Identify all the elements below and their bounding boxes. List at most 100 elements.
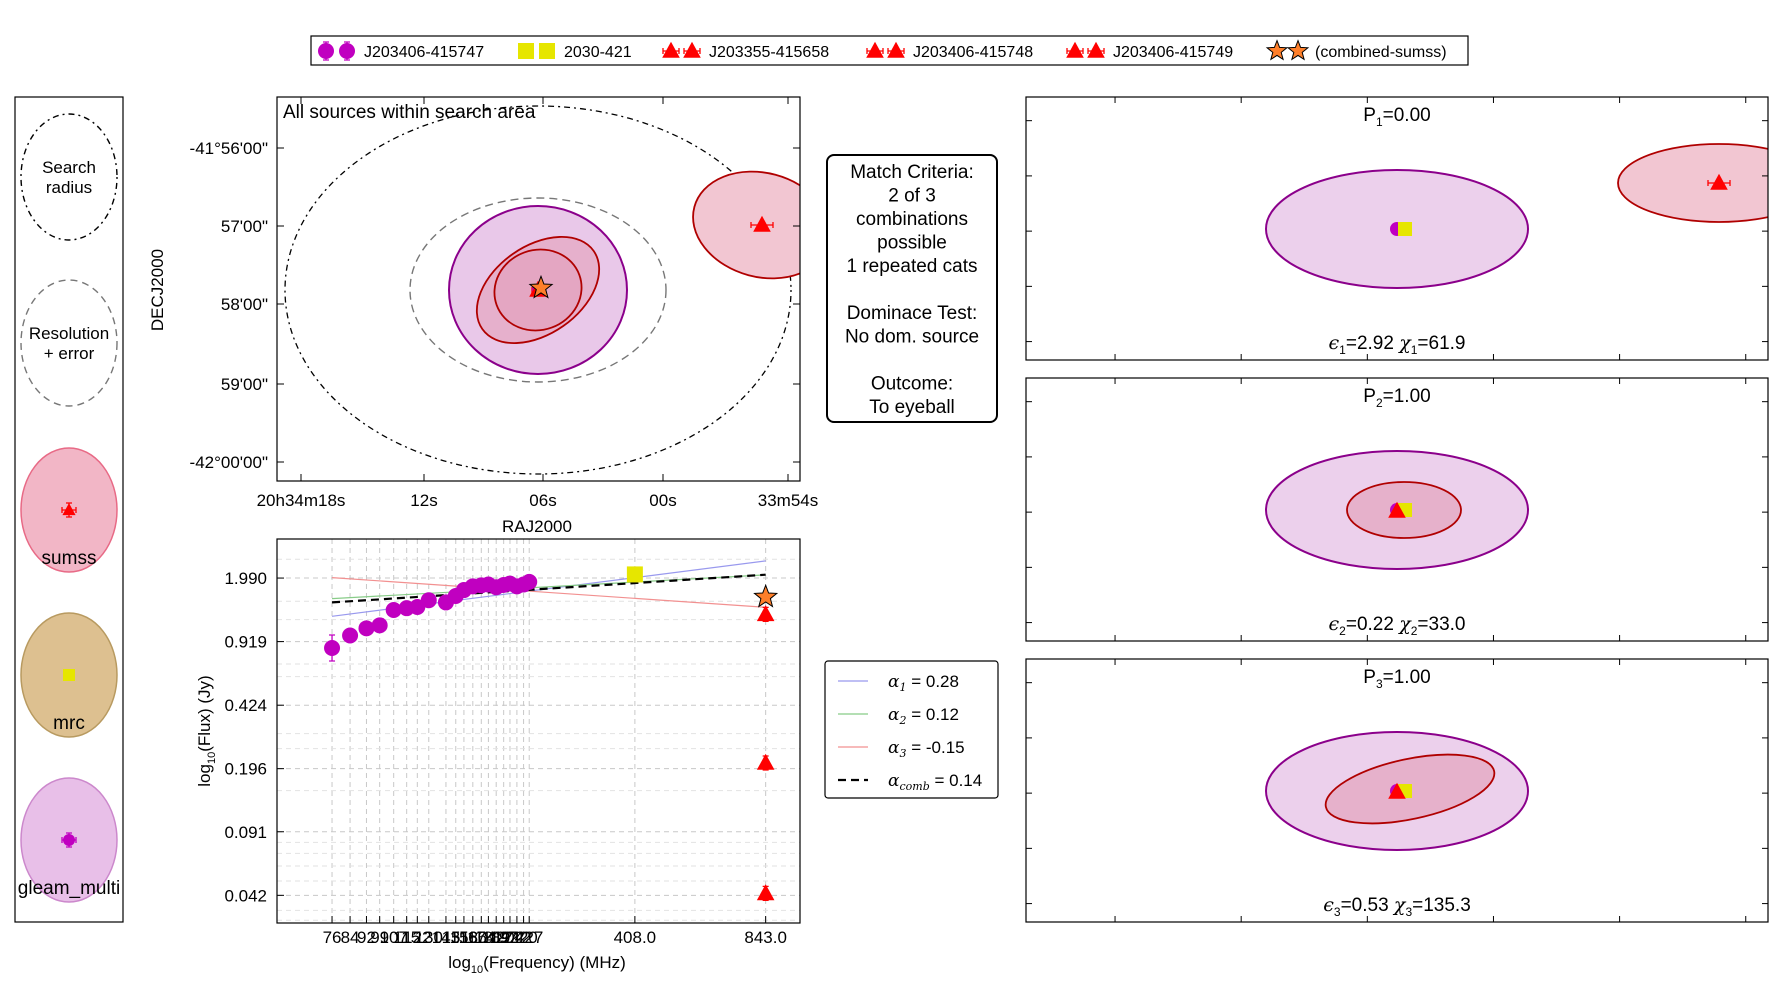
match-box-line [909,280,914,301]
sed-ytick-label: 0.919 [224,633,267,652]
sed-point-square [627,566,643,582]
combo-chi-value: =33.0 [1417,614,1465,635]
match-box-line: Dominace Test: [847,303,978,324]
fit-legend-symbol: α [888,672,900,692]
sed-series-j203355-415658 [757,754,775,770]
sed-series-2030-421 [627,566,643,582]
key-catalog-marker [63,834,75,846]
combination-probability: P1=0.00 [1363,105,1430,129]
sky-ytick-label: -41°56'00" [190,139,268,158]
combination-panel-1: P1=0.00ϵ1=2.92 χ1=61.9 [1026,97,1777,360]
top-legend-label: J203355-415658 [709,44,829,61]
fit-legend-symbol: α [888,705,900,725]
combination-probability: P2=1.00 [1363,386,1430,410]
combo-eps-symbol: ϵ [1329,613,1340,635]
combo-eps-symbol: ϵ [1323,894,1334,916]
sed-ytick-label: 0.424 [224,696,267,715]
match-box-line: To eyeball [869,397,955,418]
top-legend-label: J203406-415747 [364,44,484,61]
combination-stats: ϵ2=0.22 χ2=33.0 [1329,613,1466,638]
combo-eps-symbol: ϵ [1329,332,1340,354]
key-catalog-label: mrc [53,713,85,734]
fit-legend-label: α2 = 0.12 [888,705,959,727]
sky-ytick-label: 58'00" [221,295,268,314]
sed-ytick-label: 0.196 [224,760,267,779]
sed-xtick-label: 408.0 [614,928,657,947]
match-box-line: No dom. source [845,327,979,348]
sed-point-triangle [757,884,775,900]
sed-xtick-label: 76 [323,928,342,947]
key-catalog-label: sumss [42,548,97,569]
sky-xtick-label: 12s [410,491,437,510]
fit-legend-sub: 1 [899,681,906,694]
fit-legend-label: α1 = 0.28 [888,672,959,694]
sed-ylabel-pre: log [195,764,214,787]
sed-point-circle [372,617,388,633]
combo-eps-value: =0.53 [1341,895,1394,916]
sky-xtick-label: 20h34m18s [257,491,346,510]
sed-xlabel-sub: 10 [471,964,483,976]
search-radius-key-label: Search radius [42,158,96,197]
sky-xtick-label: 06s [529,491,556,510]
fit-legend-sub: 3 [899,747,906,760]
key-catalog-sumss: sumss [21,448,117,572]
sed-ytick-label: 0.042 [224,886,267,905]
combo-eps-value: =0.22 [1346,614,1399,635]
sed-point-circle [342,627,358,643]
legend-marker-square [518,43,534,59]
top-legend-label: J203406-415749 [1113,44,1233,61]
sky-xtick-label: 33m54s [758,491,818,510]
sed-plot: 76 84929910711512213014315115816617418118… [195,539,800,976]
match-box-line: Outcome: [871,374,953,395]
combination-stats: ϵ3=0.53 χ3=135.3 [1323,894,1471,919]
sky-ytick-label: 59'00" [221,375,268,394]
sky-ytick-label: -42°00'00" [190,453,268,472]
sed-point-triangle [757,754,775,770]
sed-plot-frame [277,539,800,923]
fit-legend-sub: comb [899,780,929,793]
sky-xtick-label: 00s [649,491,676,510]
top-legend: J203406-415747 2030-421 J203355-415658 J203… [311,36,1468,65]
match-box-line: 1 repeated cats [847,256,978,277]
top-legend-label: (combined-sumss) [1315,44,1447,61]
top-legend-label: 2030-421 [564,44,632,61]
combo-p-label: P [1363,386,1376,407]
combo-chi-value: =61.9 [1417,333,1465,354]
match-box-line: Match Criteria: [850,162,974,183]
sed-point-circle [324,640,340,656]
combo-eps-value: =2.92 [1346,333,1399,354]
combination-panel-3: P3=1.00 ϵ3=0.53 χ3=135.3 [1026,659,1768,922]
sed-xlabel-post: (Frequency) (MHz) [483,953,626,972]
sed-point-triangle [757,605,775,621]
sed-xtick-label: 843.0 [744,928,787,947]
sky-ylabel: DECJ2000 [148,249,167,331]
sed-xlabel: log10(Frequency) (MHz) [448,953,626,976]
fit-legend-value: = 0.12 [906,705,958,724]
key-catalog-label: gleam_multi [18,878,120,899]
combo-mrc-marker [1398,222,1412,236]
sed-ylabel-sub: 10 [206,752,218,764]
key-catalog-marker [63,669,75,681]
sed-ylabel: log10(Flux) (Jy) [195,675,218,786]
fit-legend-value: = 0.14 [930,771,982,790]
combination-probability: P3=1.00 [1363,667,1430,691]
top-legend-label: J203406-415748 [913,44,1033,61]
sed-ylabel-post: (Flux) (Jy) [195,675,214,751]
sed-point-circle [421,592,437,608]
legend-marker-circle [339,43,355,59]
match-criteria-box: Match Criteria: 2 of 3 combinations possibl… [827,155,997,422]
sed-ytick-label: 1.990 [224,569,267,588]
sky-xlabel: RAJ2000 [502,517,572,536]
combo-p-value: =0.00 [1383,105,1431,126]
sky-ytick-label: 57'00" [221,217,268,236]
legend-marker-circle [318,43,334,59]
combo-p-value: =1.00 [1383,667,1431,688]
sed-series-j203406-415748 [757,605,775,621]
sed-point-circle [521,574,537,590]
sed-series-j203406-415749 [757,884,775,900]
match-box-line: combinations [856,209,968,230]
fit-legend-symbol: α [888,738,900,758]
